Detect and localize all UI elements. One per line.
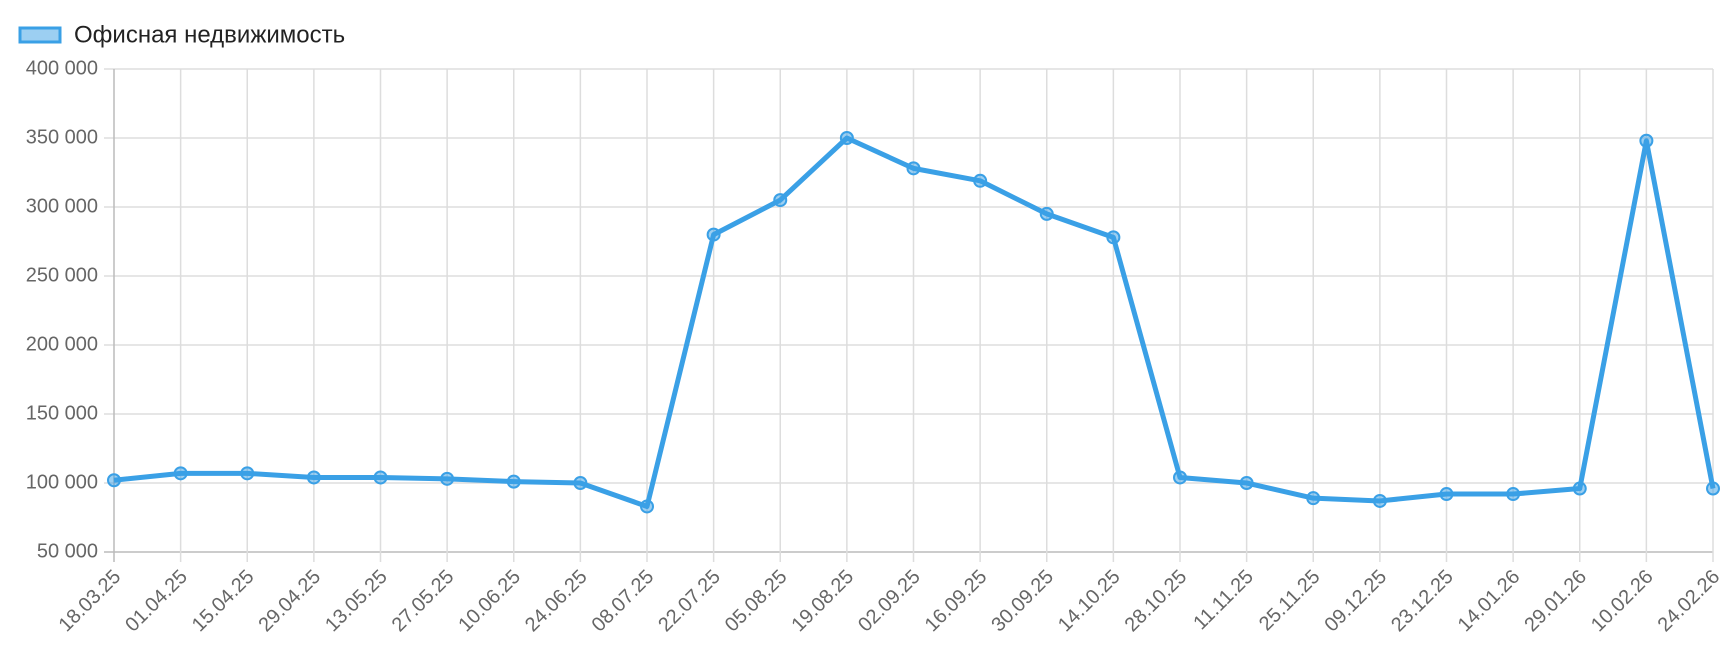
data-point <box>107 473 121 488</box>
data-point <box>773 193 788 208</box>
x-tick-label: 28.10.25 <box>1121 566 1192 637</box>
data-point <box>240 466 255 481</box>
x-tick-label: 14.10.25 <box>1054 566 1125 637</box>
data-point <box>706 227 721 242</box>
legend-swatch <box>18 26 62 44</box>
x-tick-label: 02.09.25 <box>854 566 925 637</box>
data-point <box>1572 481 1587 496</box>
data-point <box>373 470 388 485</box>
x-tick-label: 14.01.26 <box>1454 566 1525 637</box>
data-point <box>1439 487 1454 502</box>
data-point <box>573 476 588 490</box>
data-point <box>906 161 921 176</box>
x-tick-label: 05.08.25 <box>721 566 792 637</box>
y-tick-label: 400 000 <box>26 57 98 79</box>
x-tick-label: 23.12.25 <box>1387 566 1458 637</box>
x-tick-label: 24.06.25 <box>521 566 592 637</box>
y-tick-label: 150 000 <box>26 402 98 424</box>
x-tick-label: 29.04.25 <box>255 566 326 637</box>
x-tick-label: 18.03.25 <box>55 566 126 637</box>
data-point <box>640 499 654 514</box>
data-point <box>1106 230 1121 245</box>
x-tick-label: 29.01.26 <box>1520 566 1591 637</box>
data-point <box>1039 206 1054 221</box>
x-tick-label: 15.04.25 <box>188 566 259 637</box>
x-tick-label: 09.12.25 <box>1321 566 1392 637</box>
data-point <box>973 173 988 188</box>
y-tick-label: 200 000 <box>26 333 98 355</box>
data-point <box>1239 476 1254 490</box>
data-point <box>1306 491 1321 506</box>
data-point <box>1173 470 1187 485</box>
data-point <box>306 470 321 485</box>
legend-label: Офисная недвижимость <box>74 21 345 48</box>
x-tick-label: 16.09.25 <box>921 566 992 637</box>
data-point <box>1372 493 1387 508</box>
y-tick-label: 350 000 <box>26 126 98 148</box>
data-point <box>506 474 521 489</box>
y-tick-label: 50 000 <box>37 540 98 562</box>
x-tick-label: 30.09.25 <box>987 566 1058 637</box>
y-tick-label: 300 000 <box>26 195 98 217</box>
x-tick-label: 27.05.25 <box>388 566 459 637</box>
x-tick-label: 01.04.25 <box>121 566 192 637</box>
x-tick-label: 19.08.25 <box>788 566 859 637</box>
x-tick-label: 13.05.25 <box>321 566 392 637</box>
x-tick-label: 22.07.25 <box>654 566 725 637</box>
x-tick-label: 24.02.26 <box>1654 566 1725 637</box>
y-tick-label: 250 000 <box>26 264 98 286</box>
x-tick-label: 08.07.25 <box>588 566 659 637</box>
data-point <box>1706 481 1720 496</box>
x-tick-label: 25.11.25 <box>1255 566 1325 636</box>
x-tick-label: 11.11.25 <box>1189 566 1258 635</box>
x-tick-label: 10.06.25 <box>454 566 525 637</box>
data-point <box>173 466 188 481</box>
data-point <box>839 131 854 145</box>
y-tick-label: 100 000 <box>26 471 98 493</box>
data-point <box>1506 487 1521 502</box>
data-point <box>1639 133 1654 148</box>
data-point <box>440 471 455 486</box>
x-tick-label: 10.02.26 <box>1587 566 1658 637</box>
